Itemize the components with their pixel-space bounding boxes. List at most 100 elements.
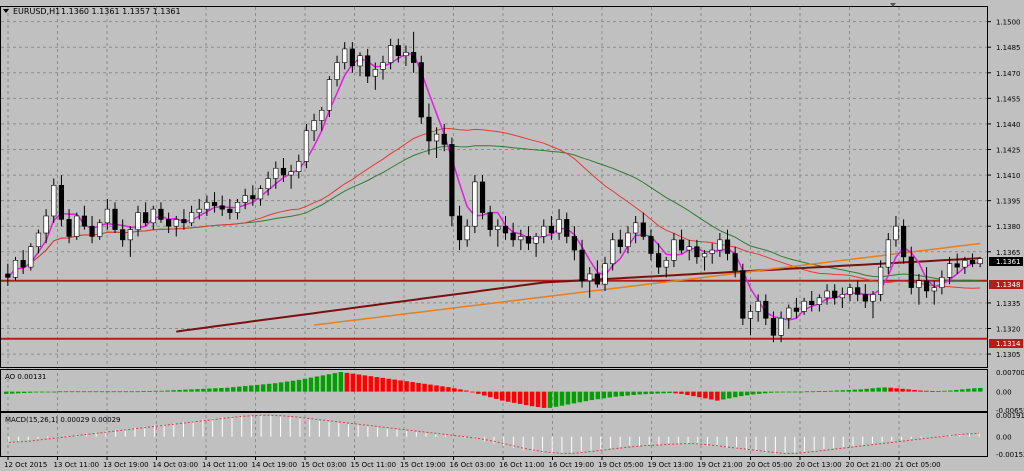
- candle-body: [35, 232, 42, 247]
- time-tick-label: 16 Oct 03:00: [450, 461, 496, 469]
- macd-signal-line: [8, 414, 980, 454]
- ao-bar: [290, 380, 296, 392]
- ao-bar: [452, 388, 457, 392]
- ao-tick-label: -0.00655: [996, 407, 1024, 415]
- price-tags: 1.1361 1.1348 1.1314: [989, 257, 1023, 348]
- ao-bar: [398, 380, 403, 392]
- ao-bar: [302, 378, 308, 392]
- ao-bar: [39, 391, 45, 393]
- ao-bar: [374, 377, 379, 392]
- ao-label: AO 0.00131: [5, 373, 46, 381]
- candle-body: [372, 69, 378, 77]
- ao-bar: [966, 388, 971, 392]
- candle-body: [280, 167, 287, 176]
- candle-body: [824, 290, 830, 299]
- candle-body: [862, 294, 868, 302]
- candle-body: [120, 229, 126, 241]
- ao-bar: [93, 391, 99, 393]
- ao-bar: [715, 391, 720, 401]
- candle-body: [456, 215, 463, 241]
- ao-bar: [45, 391, 51, 393]
- candle-body: [89, 225, 95, 237]
- ao-bar: [213, 388, 218, 392]
- candle-body: [135, 212, 141, 230]
- candle-body: [303, 130, 310, 162]
- ao-bar: [440, 386, 445, 392]
- ao-bar: [33, 391, 39, 393]
- ao-bar: [679, 391, 684, 394]
- ao-bar: [129, 391, 134, 393]
- ao-bar: [243, 386, 248, 392]
- shift-marker-icon[interactable]: [890, 3, 896, 7]
- ao-bar: [225, 387, 230, 392]
- time-tick-label: 14 Oct 03:00: [153, 461, 199, 469]
- ao-bar: [105, 391, 111, 393]
- candle-body: [349, 48, 355, 67]
- ao-bar: [936, 391, 941, 392]
- menu-triangle-icon[interactable]: [3, 9, 9, 13]
- ao-bar: [464, 390, 469, 392]
- candle-body: [809, 300, 815, 305]
- ao-bar: [894, 388, 899, 392]
- candle-body: [969, 260, 976, 265]
- candle-body: [502, 225, 509, 234]
- ao-bar: [81, 391, 87, 393]
- ao-bar: [721, 391, 726, 400]
- candle-body: [5, 273, 11, 278]
- candle-body: [518, 236, 524, 241]
- ma-darkred-line: [176, 257, 981, 333]
- time-axis: 12 Oct 2015 13 Oct 11:00 13 Oct 19:00 14 Oc…: [4, 456, 941, 469]
- ao-bar: [948, 390, 953, 392]
- ao-bar: [589, 391, 595, 401]
- ao-bar: [254, 384, 260, 392]
- ao-bar: [900, 388, 905, 392]
- candle-body: [617, 239, 623, 247]
- candle-body: [234, 202, 241, 213]
- ao-bar: [553, 391, 559, 407]
- time-tick-label: 15 Oct 11:00: [351, 461, 397, 469]
- ao-bar: [882, 387, 887, 392]
- candle-body: [717, 239, 723, 251]
- ao-bar: [918, 390, 923, 392]
- candle-body: [51, 184, 57, 217]
- candle-body: [265, 178, 271, 190]
- ao-bar: [661, 391, 666, 394]
- ao-bar: [535, 391, 541, 408]
- ao-bar: [774, 391, 780, 393]
- time-tick-label: 20 Oct 13:00: [796, 461, 842, 469]
- ao-bar: [386, 378, 391, 392]
- ao-bar: [488, 391, 493, 398]
- ao-bar: [750, 391, 756, 395]
- ao-bar: [15, 391, 21, 394]
- candle-body: [701, 253, 708, 258]
- ao-bar: [249, 385, 254, 392]
- candle-body: [633, 222, 639, 234]
- candle-body: [127, 229, 133, 241]
- ao-bar: [63, 391, 69, 393]
- candle-body: [510, 232, 516, 241]
- ao-bar: [123, 391, 128, 393]
- ao-bar: [338, 372, 344, 392]
- price-tick-label: 1.1485: [996, 44, 1021, 52]
- macd-tick-label: 0.00: [996, 434, 1012, 442]
- ao-bar: [565, 391, 571, 405]
- price-tick-label: 1.1455: [996, 95, 1021, 103]
- macd-axis: 0.00191 0.00 -0.00152: [996, 412, 1024, 459]
- ao-bar: [822, 391, 828, 392]
- ao-bar: [296, 379, 302, 392]
- candle-body: [81, 215, 87, 227]
- horizontal-levels[interactable]: [1, 279, 987, 340]
- candle-body: [319, 109, 325, 121]
- ao-bar: [637, 391, 642, 395]
- candle-body: [855, 287, 861, 295]
- candle-body: [962, 260, 968, 268]
- ao-bar: [476, 391, 481, 394]
- candle-body: [893, 225, 899, 241]
- candle-body: [541, 225, 547, 237]
- ao-bar: [362, 375, 368, 392]
- ao-bar: [906, 389, 911, 392]
- candle-body: [579, 249, 585, 282]
- ao-bar: [344, 372, 350, 392]
- ao-bar: [924, 390, 929, 392]
